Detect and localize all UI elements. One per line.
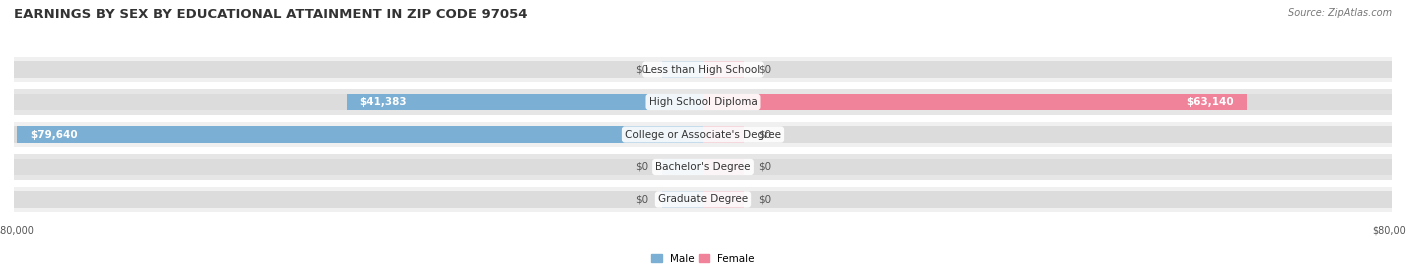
Text: $63,140: $63,140 <box>1187 97 1234 107</box>
Bar <box>14 191 1392 208</box>
Bar <box>14 126 1392 143</box>
Bar <box>347 94 703 111</box>
Text: $0: $0 <box>634 65 648 75</box>
Bar <box>703 94 1247 111</box>
Bar <box>662 158 703 175</box>
Bar <box>14 57 1392 82</box>
Legend: Male, Female: Male, Female <box>651 254 755 264</box>
Text: $41,383: $41,383 <box>360 97 408 107</box>
Bar <box>14 94 1392 111</box>
Bar <box>662 191 703 208</box>
Bar <box>14 61 1392 78</box>
Bar <box>662 61 703 78</box>
Text: $0: $0 <box>758 65 772 75</box>
Bar <box>703 126 744 143</box>
Bar <box>14 122 1392 147</box>
Bar <box>14 89 1392 115</box>
Bar <box>14 187 1392 212</box>
Text: Bachelor's Degree: Bachelor's Degree <box>655 162 751 172</box>
Text: $79,640: $79,640 <box>30 129 77 140</box>
Text: $0: $0 <box>758 129 772 140</box>
Bar <box>703 61 744 78</box>
Text: College or Associate's Degree: College or Associate's Degree <box>626 129 780 140</box>
Bar <box>17 126 703 143</box>
Text: Less than High School: Less than High School <box>645 65 761 75</box>
Text: $0: $0 <box>758 194 772 204</box>
Text: $0: $0 <box>634 162 648 172</box>
Text: High School Diploma: High School Diploma <box>648 97 758 107</box>
Bar <box>703 158 744 175</box>
Bar <box>14 158 1392 175</box>
Text: $0: $0 <box>634 194 648 204</box>
Bar <box>14 154 1392 180</box>
Text: EARNINGS BY SEX BY EDUCATIONAL ATTAINMENT IN ZIP CODE 97054: EARNINGS BY SEX BY EDUCATIONAL ATTAINMEN… <box>14 8 527 21</box>
Text: Source: ZipAtlas.com: Source: ZipAtlas.com <box>1288 8 1392 18</box>
Bar <box>703 191 744 208</box>
Text: Graduate Degree: Graduate Degree <box>658 194 748 204</box>
Text: $0: $0 <box>758 162 772 172</box>
